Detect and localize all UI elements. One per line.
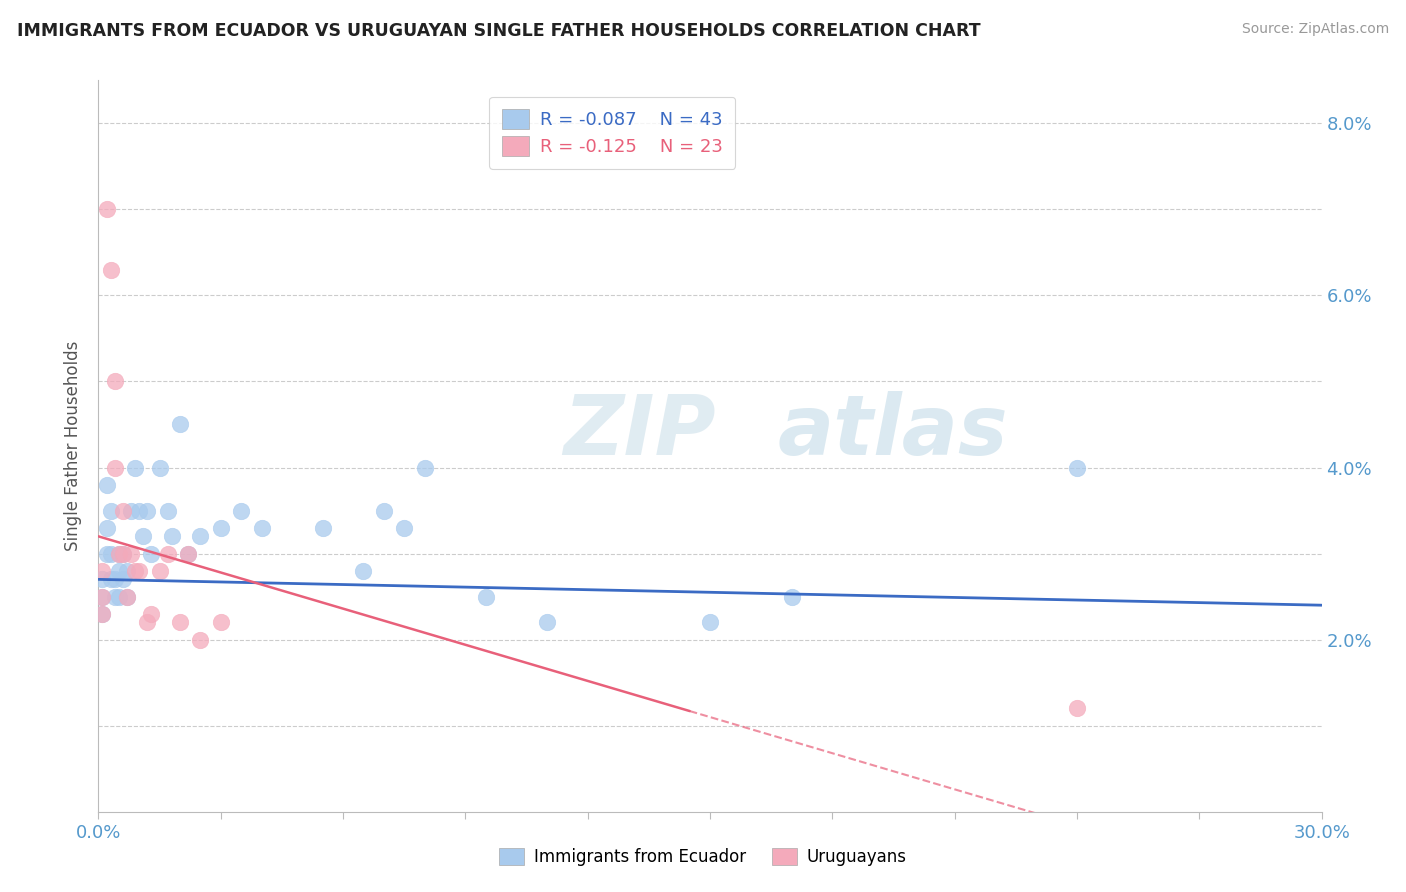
Point: [231, 503, 253, 517]
Text: atlas: atlas: [778, 391, 1008, 472]
Legend: R = -0.087    N = 43, R = -0.125    N = 23: R = -0.087 N = 43, R = -0.125 N = 23: [489, 96, 735, 169]
Point: [136, 503, 159, 517]
Point: [111, 547, 134, 561]
Point: [100, 262, 122, 277]
Point: [141, 547, 163, 561]
Point: [111, 503, 134, 517]
Point: [91, 590, 114, 604]
Point: [156, 547, 179, 561]
Point: [111, 573, 134, 587]
Point: [149, 460, 172, 475]
Point: [373, 503, 395, 517]
Point: [1066, 701, 1088, 715]
Point: [120, 503, 142, 517]
Point: [149, 564, 172, 578]
Point: [536, 615, 558, 630]
Point: [96, 521, 118, 535]
Point: [1066, 460, 1088, 475]
Point: [392, 521, 416, 535]
Point: [115, 590, 138, 604]
Point: [177, 547, 200, 561]
Point: [115, 590, 138, 604]
Point: [104, 573, 127, 587]
Point: [699, 615, 721, 630]
Point: [128, 564, 150, 578]
Text: ZIP: ZIP: [564, 391, 716, 472]
Point: [108, 590, 131, 604]
Point: [160, 529, 183, 543]
Legend: Immigrants from Ecuador, Uruguayans: Immigrants from Ecuador, Uruguayans: [492, 841, 914, 873]
Point: [96, 477, 118, 491]
Point: [209, 521, 232, 535]
Point: [352, 564, 374, 578]
Point: [132, 529, 155, 543]
Point: [91, 564, 114, 578]
Point: [312, 521, 335, 535]
Point: [188, 632, 212, 647]
Point: [136, 615, 159, 630]
Point: [209, 615, 232, 630]
Point: [156, 503, 179, 517]
Point: [91, 573, 114, 587]
Point: [108, 547, 131, 561]
Point: [169, 615, 191, 630]
Point: [124, 460, 146, 475]
Point: [104, 460, 127, 475]
Point: [104, 375, 127, 389]
Point: [100, 503, 122, 517]
Point: [250, 521, 273, 535]
Point: [91, 590, 114, 604]
Point: [96, 547, 118, 561]
Text: Source: ZipAtlas.com: Source: ZipAtlas.com: [1241, 22, 1389, 37]
Point: [474, 590, 498, 604]
Point: [96, 202, 118, 217]
Y-axis label: Single Father Households: Single Father Households: [65, 341, 83, 551]
Point: [177, 547, 200, 561]
Point: [413, 460, 436, 475]
Point: [120, 547, 142, 561]
Point: [128, 503, 150, 517]
Point: [780, 590, 803, 604]
Text: IMMIGRANTS FROM ECUADOR VS URUGUAYAN SINGLE FATHER HOUSEHOLDS CORRELATION CHART: IMMIGRANTS FROM ECUADOR VS URUGUAYAN SIN…: [17, 22, 980, 40]
Point: [115, 564, 138, 578]
Point: [124, 564, 146, 578]
Point: [91, 607, 114, 621]
Point: [108, 547, 131, 561]
Point: [104, 590, 127, 604]
Point: [169, 417, 191, 432]
Point: [188, 529, 212, 543]
Point: [111, 547, 134, 561]
Point: [91, 607, 114, 621]
Point: [108, 564, 131, 578]
Point: [100, 573, 122, 587]
Point: [141, 607, 163, 621]
Point: [100, 547, 122, 561]
